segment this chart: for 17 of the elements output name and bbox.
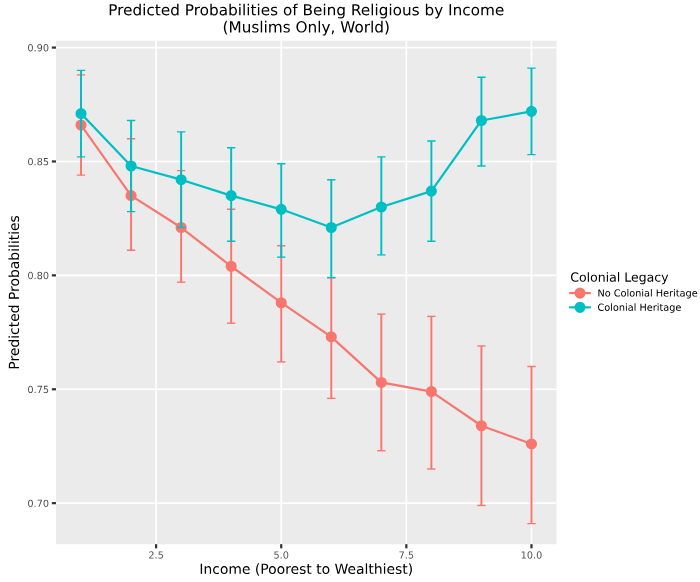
point: [425, 185, 437, 197]
point: [375, 376, 387, 388]
point: [225, 190, 237, 202]
point: [425, 385, 437, 398]
point: [525, 105, 538, 117]
point: [275, 297, 287, 309]
point: [325, 221, 337, 234]
point: [225, 260, 237, 272]
point: [475, 114, 487, 127]
point: [175, 174, 187, 186]
point: [125, 160, 137, 172]
point: [375, 201, 387, 213]
point: [275, 203, 287, 215]
point: [325, 331, 337, 343]
point: [525, 438, 538, 450]
point: [475, 420, 487, 432]
point: [75, 108, 87, 120]
